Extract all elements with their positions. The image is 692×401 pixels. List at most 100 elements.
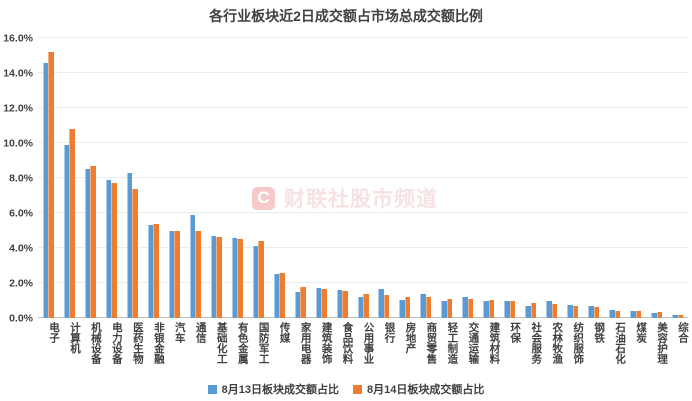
- bar-group-22: [478, 38, 499, 318]
- bar-group-16: [353, 38, 374, 318]
- gridline: [38, 72, 688, 73]
- bar-series2-汽车: [174, 230, 180, 318]
- x-axis-label: 环保: [509, 322, 522, 343]
- bar-group-4: [101, 38, 122, 318]
- bar-series2-环保: [509, 301, 516, 318]
- legend-marker-blue-icon: [207, 384, 217, 394]
- bar-group-6: [143, 38, 164, 318]
- gridline: [38, 247, 688, 248]
- bar-series1-食品饮料: [336, 290, 343, 318]
- bar-series2-房地产: [404, 297, 411, 318]
- bar-series1-石油石化: [609, 310, 615, 318]
- bar-series2-食品饮料: [342, 290, 348, 318]
- bar-series2-通信: [195, 230, 201, 318]
- legend-label: 8月13日板块成交额占比: [221, 384, 339, 396]
- bar-series2-煤炭: [635, 311, 642, 318]
- legend-label: 8月14日板块成交额占比: [367, 384, 485, 396]
- bar-group-23: [499, 38, 520, 318]
- bar-group-8: [185, 38, 206, 318]
- x-axis-label: 社会服务: [530, 322, 543, 364]
- bar-group-1: [38, 38, 59, 318]
- legend: 8月13日板块成交额占比 8月14日板块成交额占比: [0, 381, 692, 397]
- bar-series2-家用电器: [300, 286, 306, 318]
- bar-series1-传媒: [273, 274, 280, 318]
- x-axis-label: 建筑材料: [488, 322, 501, 364]
- bar-group-5: [122, 38, 143, 318]
- bar-series1-国防军工: [252, 246, 259, 318]
- bar-group-13: [290, 38, 311, 318]
- x-axis-label: 农林牧渔: [551, 322, 564, 364]
- bar-series2-传媒: [279, 272, 285, 318]
- gridline: [38, 142, 688, 143]
- x-axis-label: 钢铁: [593, 322, 606, 343]
- bar-series2-农林牧渔: [551, 304, 558, 318]
- x-axis-label: 银行: [383, 322, 396, 343]
- bar-group-18: [394, 38, 415, 318]
- bar-series2-石油石化: [614, 311, 621, 318]
- bar-series1-煤炭: [630, 311, 636, 318]
- bar-group-27: [583, 38, 604, 318]
- bar-group-24: [520, 38, 541, 318]
- legend-marker-orange-icon: [353, 384, 362, 394]
- x-axis-label: 纺织服饰: [572, 322, 585, 364]
- bar-group-11: [248, 38, 269, 318]
- bar-series1-轻工制造: [441, 301, 447, 318]
- x-axis-label: 房地产: [404, 322, 417, 354]
- x-axis-label: 国防军工: [257, 322, 270, 364]
- legend-item-aug14: 8月14日板块成交额占比: [353, 381, 484, 397]
- bar-series1-医药生物: [126, 172, 133, 318]
- bar-series1-电力设备: [105, 179, 112, 318]
- bar-series1-商贸零售: [420, 293, 426, 318]
- bar-series2-国防军工: [258, 241, 264, 318]
- y-tick-label: 2.0%: [9, 276, 33, 289]
- bar-group-31: [667, 38, 688, 318]
- bar-series2-有色金属: [237, 239, 243, 318]
- bar-group-15: [332, 38, 353, 318]
- bar-group-17: [374, 38, 395, 318]
- x-axis-label: 基础化工: [215, 322, 228, 364]
- gridline: [38, 212, 688, 213]
- y-tick-label: 6.0%: [9, 206, 33, 219]
- bar-series2-交通运输: [467, 298, 474, 318]
- bar-series2-机械设备: [90, 165, 96, 318]
- bar-series2-基础化工: [216, 236, 222, 318]
- x-axis-label: 电子: [47, 322, 60, 343]
- bar-series1-银行: [378, 289, 384, 318]
- bar-series1-建筑装饰: [315, 288, 322, 318]
- x-axis-label: 公用事业: [362, 322, 375, 364]
- gridline: [38, 37, 688, 38]
- y-tick-label: 0.0%: [9, 311, 33, 324]
- bar-series2-综合: [677, 315, 684, 318]
- bar-series1-美容护理: [651, 312, 657, 318]
- x-axis-label: 美容护理: [656, 322, 669, 364]
- y-tick-label: 12.0%: [3, 101, 33, 114]
- bar-series2-银行: [383, 295, 390, 318]
- y-tick-label: 4.0%: [9, 241, 33, 254]
- gridline: [38, 177, 688, 178]
- bar-group-21: [457, 38, 478, 318]
- bar-group-14: [311, 38, 332, 318]
- bar-series1-交通运输: [462, 297, 468, 318]
- bar-series2-建筑材料: [488, 299, 495, 318]
- x-axis-label: 石油石化: [614, 322, 627, 364]
- bar-series1-纺织服饰: [567, 304, 573, 318]
- y-tick-label: 8.0%: [9, 171, 33, 184]
- bar-group-25: [541, 38, 562, 318]
- gridline: [38, 282, 688, 283]
- x-axis-label: 电力设备: [110, 322, 123, 364]
- bar-series2-美容护理: [656, 311, 663, 318]
- bar-group-9: [206, 38, 227, 318]
- bar-series2-商贸零售: [425, 297, 432, 318]
- bar-series1-综合: [672, 314, 678, 318]
- bar-group-29: [625, 38, 646, 318]
- bar-series2-非银金融: [153, 223, 159, 318]
- bar-series1-建筑材料: [483, 301, 489, 318]
- bar-groups: [38, 38, 688, 318]
- bar-series1-电子: [42, 62, 49, 318]
- legend-item-aug13: 8月13日板块成交额占比: [207, 381, 339, 397]
- bar-series1-公用事业: [357, 297, 364, 318]
- x-axis-label: 传媒: [278, 322, 291, 343]
- y-tick-label: 16.0%: [3, 31, 33, 44]
- bar-series1-计算机: [63, 144, 70, 318]
- y-tick-label: 14.0%: [3, 66, 33, 79]
